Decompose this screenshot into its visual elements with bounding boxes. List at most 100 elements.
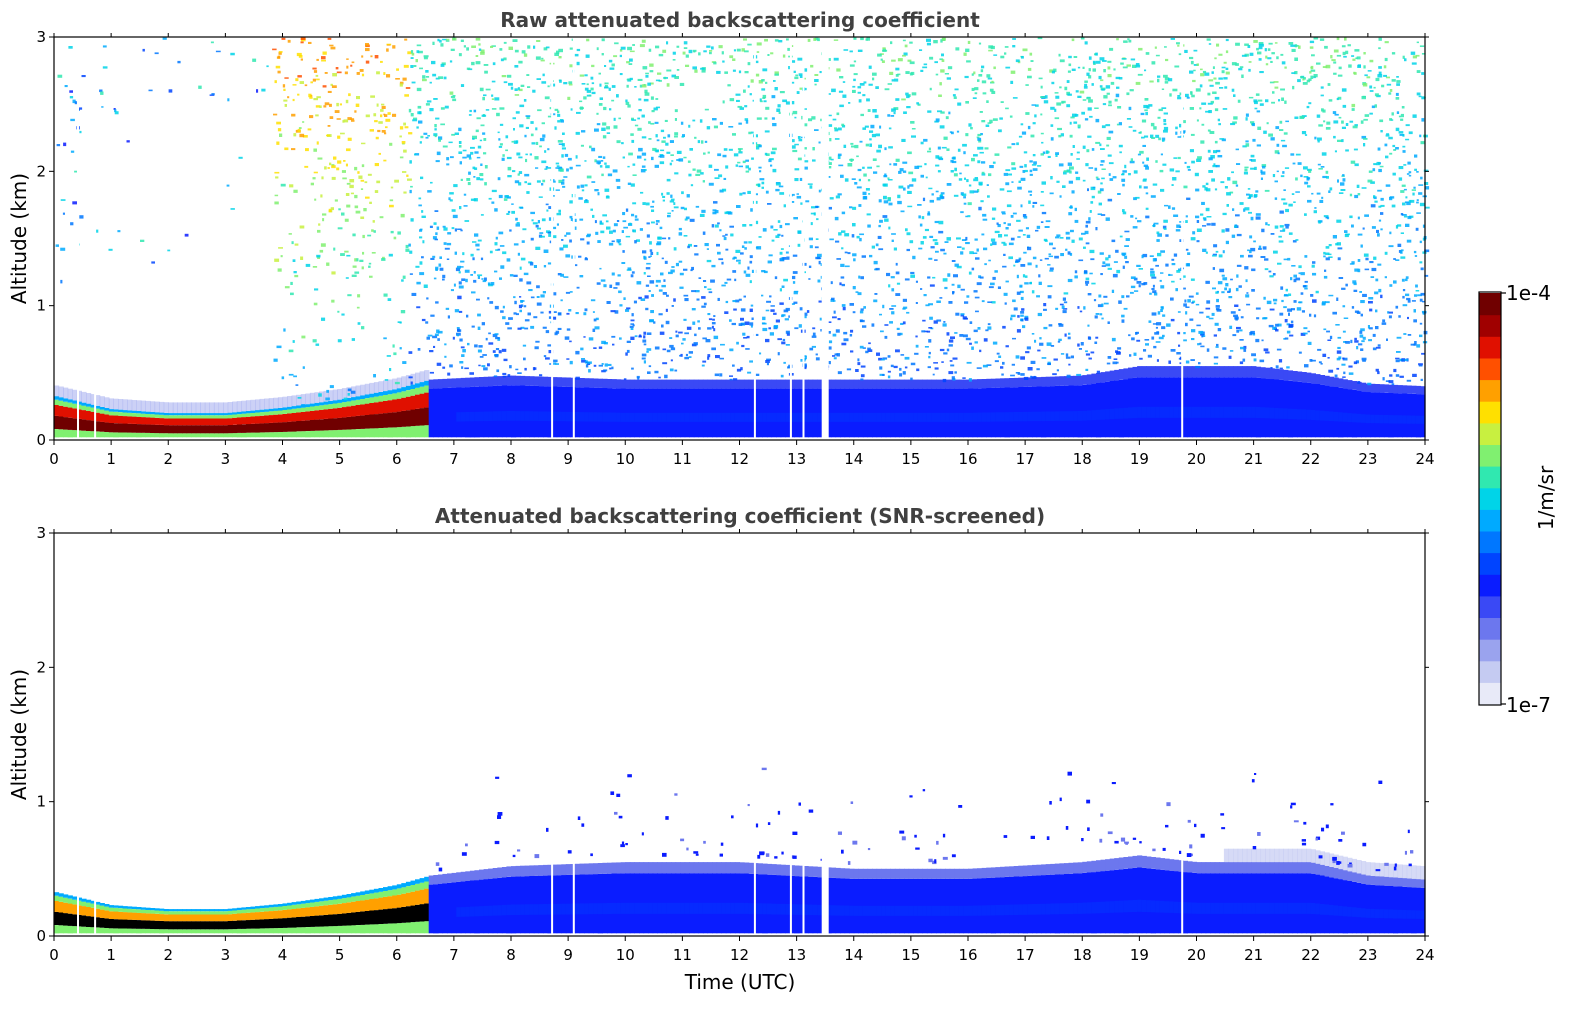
panel1-heat-cell — [789, 412, 795, 422]
panel1-noise-speck — [1076, 158, 1080, 160]
panel1-noise-speck — [1395, 225, 1399, 229]
panel1-noise-speck — [762, 94, 767, 99]
panel1-noise-speck — [1418, 192, 1423, 195]
panel1-heat-cell — [182, 433, 188, 438]
panel1-heat-cell — [58, 397, 64, 401]
panel1-heat-cell — [1004, 387, 1010, 438]
panel1-noise-speck — [1318, 220, 1321, 224]
panel1-noise-speck — [434, 128, 437, 131]
panel1-heat-cell — [529, 385, 535, 438]
panel1-heat-cell — [730, 388, 736, 438]
panel1-noise-speck — [636, 281, 642, 285]
panel1-noise-speck — [1155, 160, 1158, 163]
panel1-heat-cell — [1041, 386, 1047, 438]
panel1-heat-cell — [593, 412, 599, 422]
panel1-heat-cell — [844, 412, 850, 422]
panel1-noise-speck — [926, 42, 931, 46]
panel1-heat-cell — [213, 433, 220, 438]
panel1-heat-cell — [671, 379, 677, 389]
panel1-heat-cell — [1086, 374, 1092, 385]
panel1-noise-speck — [1020, 296, 1024, 300]
panel1-heat-cell — [506, 375, 512, 386]
panel1-noise-speck — [1068, 363, 1071, 366]
panel1-noise-speck — [1386, 338, 1388, 341]
panel1-noise-speck — [1062, 310, 1067, 314]
panel1-noise-speck — [897, 58, 903, 62]
panel1-heat-cell — [341, 417, 348, 430]
panel1-noise-speck — [1248, 96, 1254, 99]
panel1-noise-speck — [346, 204, 351, 208]
panel1-noise-speck — [1308, 102, 1312, 105]
panel1-noise-speck — [1252, 123, 1255, 127]
panel1-noise-speck — [1373, 86, 1376, 89]
panel1-noise-speck — [292, 340, 295, 343]
panel1-noise-speck — [126, 140, 130, 143]
panel1-noise-speck — [654, 346, 660, 350]
panel1-heat-cell — [223, 415, 229, 419]
panel1-noise-speck — [1108, 173, 1111, 176]
panel1-noise-speck — [416, 44, 422, 47]
panel1-noise-speck — [226, 184, 230, 187]
panel1-noise-speck — [953, 96, 957, 99]
panel1-noise-speck — [513, 274, 518, 277]
panel1-noise-speck — [1040, 221, 1044, 223]
panel1-heat-cell — [314, 392, 320, 403]
panel1-noise-speck — [1175, 131, 1178, 135]
panel1-noise-speck — [1396, 80, 1401, 83]
panel1-noise-speck — [1245, 117, 1248, 121]
panel1-heat-cell — [972, 379, 978, 389]
panel1-heat-cell — [1219, 377, 1225, 438]
panel1-noise-speck — [616, 94, 619, 98]
panel1-noise-speck — [955, 312, 960, 316]
panel1-noise-speck — [576, 286, 580, 289]
panel1-heat-cell — [620, 388, 626, 438]
panel1-noise-speck — [755, 144, 761, 148]
panel1-noise-speck — [473, 271, 476, 274]
panel1-heat-cell — [716, 379, 722, 389]
panel1-noise-speck — [640, 169, 646, 173]
panel1-noise-speck — [1098, 294, 1102, 298]
panel1-noise-speck — [331, 85, 337, 88]
panel1-heat-cell — [108, 411, 114, 416]
panel1-noise-speck — [492, 333, 498, 338]
panel1-heat-cell — [657, 412, 663, 422]
panel1-heat-cell — [118, 409, 124, 413]
panel1-noise-speck — [1189, 70, 1194, 74]
panel1-heat-cell — [1310, 410, 1316, 420]
panel1-noise-speck — [367, 234, 372, 237]
panel1-heat-cell — [259, 412, 265, 416]
panel1-heat-cell — [1064, 411, 1070, 421]
panel1-heat-cell — [305, 393, 311, 405]
panel1-noise-speck — [568, 309, 572, 312]
panel1-noise-speck — [1005, 66, 1011, 69]
panel1-noise-speck — [730, 233, 734, 237]
panel1-noise-speck — [805, 200, 810, 203]
panel1-noise-speck — [1029, 160, 1033, 163]
panel1-noise-speck — [374, 120, 378, 123]
panel1-noise-speck — [1284, 66, 1287, 69]
panel1-noise-speck — [473, 176, 476, 178]
panel1-noise-speck — [1399, 375, 1404, 378]
panel1-noise-speck — [545, 46, 550, 49]
panel1-heat-cell — [940, 412, 946, 422]
panel1-noise-speck — [874, 114, 879, 119]
panel1-noise-speck — [1156, 231, 1160, 235]
panel1-noise-speck — [362, 251, 365, 255]
panel1-noise-speck — [939, 348, 945, 352]
panel1-noise-speck — [765, 360, 770, 363]
panel1-noise-speck — [834, 138, 840, 140]
panel1-noise-speck — [433, 222, 437, 225]
panel1-noise-speck — [516, 222, 520, 224]
panel1-noise-speck — [420, 135, 424, 139]
panel1-noise-speck — [1160, 272, 1164, 274]
panel1-heat-cell — [104, 408, 110, 411]
panel1-heat-cell — [529, 411, 535, 421]
panel1-noise-speck — [418, 120, 423, 124]
panel1-noise-speck — [518, 182, 522, 186]
panel1-noise-speck — [537, 109, 542, 112]
panel1-noise-speck — [742, 192, 746, 195]
panel1-noise-speck — [594, 220, 597, 224]
panel1-heat-cell — [282, 431, 288, 438]
panel1-noise-speck — [373, 230, 376, 233]
panel1-heat-cell — [127, 423, 133, 433]
